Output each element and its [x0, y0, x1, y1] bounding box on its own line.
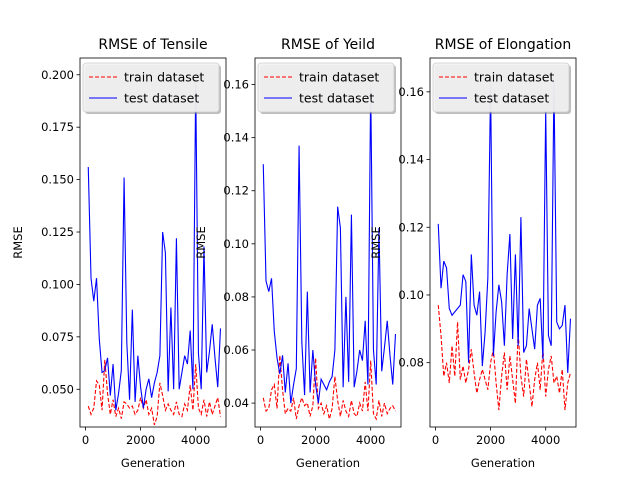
y-tick-label: 0.075	[41, 330, 74, 344]
y-axis-label: RMSE	[194, 226, 208, 258]
chart-title: RMSE of Yeild	[281, 37, 375, 53]
y-tick-label: 0.050	[41, 382, 74, 396]
series-line-test	[437, 81, 572, 373]
x-tick-label: 2000	[476, 433, 505, 447]
y-axis-label: RMSE	[11, 226, 25, 258]
series-line-test	[87, 83, 222, 411]
y-tick-label: 0.14	[223, 131, 249, 145]
plot-frame	[254, 57, 402, 428]
legend-label: train dataset	[474, 70, 554, 85]
legend-label: test dataset	[299, 91, 374, 106]
series-line-train	[437, 305, 572, 411]
legend-label: train dataset	[299, 70, 379, 85]
chart-panel-3: 0 2000 4000 0.08 0.10 0.12 0.14 0.16 RMSE of Elo…	[369, 37, 577, 470]
x-axis-label: Generation	[471, 456, 535, 470]
series-line-train	[87, 359, 222, 426]
y-tick-label: 0.100	[41, 277, 74, 291]
series-line-test	[262, 84, 397, 404]
legend-label: train dataset	[124, 70, 204, 85]
y-tick-label: 0.150	[41, 173, 74, 187]
y-tick-label: 0.04	[223, 396, 249, 410]
legend-box	[82, 62, 220, 113]
x-tick-label: 4000	[356, 433, 385, 447]
y-tick-label: 0.200	[41, 68, 74, 82]
y-tick-label: 0.06	[223, 343, 249, 357]
y-tick-label: 0.08	[223, 290, 249, 304]
y-tick-label: 0.16	[223, 78, 249, 92]
y-tick-label: 0.10	[398, 288, 424, 302]
y-tick-label: 0.125	[41, 225, 74, 239]
y-tick-label: 0.08	[398, 356, 424, 370]
legend: train dataset test dataset	[82, 62, 221, 114]
x-tick-label: 2000	[301, 433, 330, 447]
y-tick-label: 0.10	[223, 237, 249, 251]
y-tick-label: 0.12	[223, 184, 249, 198]
x-tick-label: 2000	[126, 433, 155, 447]
y-axis-label: RMSE	[369, 226, 383, 258]
legend-label: test dataset	[124, 91, 199, 106]
x-tick-label: 4000	[531, 433, 560, 447]
legend: train dataset test dataset	[432, 62, 571, 114]
chart-panel-1: 0 2000 4000 0.050 0.075 0.100 0.125 0.150 0.175 0…	[11, 37, 227, 470]
y-tick-label: 0.12	[398, 220, 424, 234]
y-tick-label: 0.14	[398, 153, 424, 167]
legend-label: test dataset	[474, 91, 549, 106]
y-tick-label: 0.16	[398, 85, 424, 99]
y-tick-label: 0.175	[41, 120, 74, 134]
plot-frame	[79, 57, 227, 428]
x-tick-label: 0	[432, 433, 439, 447]
x-tick-label: 4000	[181, 433, 210, 447]
series-line-train	[262, 355, 396, 421]
x-tick-label: 0	[257, 433, 264, 447]
x-tick-label: 0	[82, 433, 89, 447]
legend: train dataset test dataset	[257, 62, 396, 114]
legend-box	[432, 62, 570, 113]
x-axis-label: Generation	[121, 456, 185, 470]
x-axis-label: Generation	[296, 456, 360, 470]
plot-frame	[429, 57, 577, 428]
chart-title: RMSE of Tensile	[98, 37, 207, 53]
legend-box	[257, 62, 395, 113]
chart-panel-2: 0 2000 4000 0.04 0.06 0.08 0.10 0.12 0.14 0.16 RMS…	[194, 37, 402, 470]
chart-title: RMSE of Elongation	[435, 37, 571, 53]
